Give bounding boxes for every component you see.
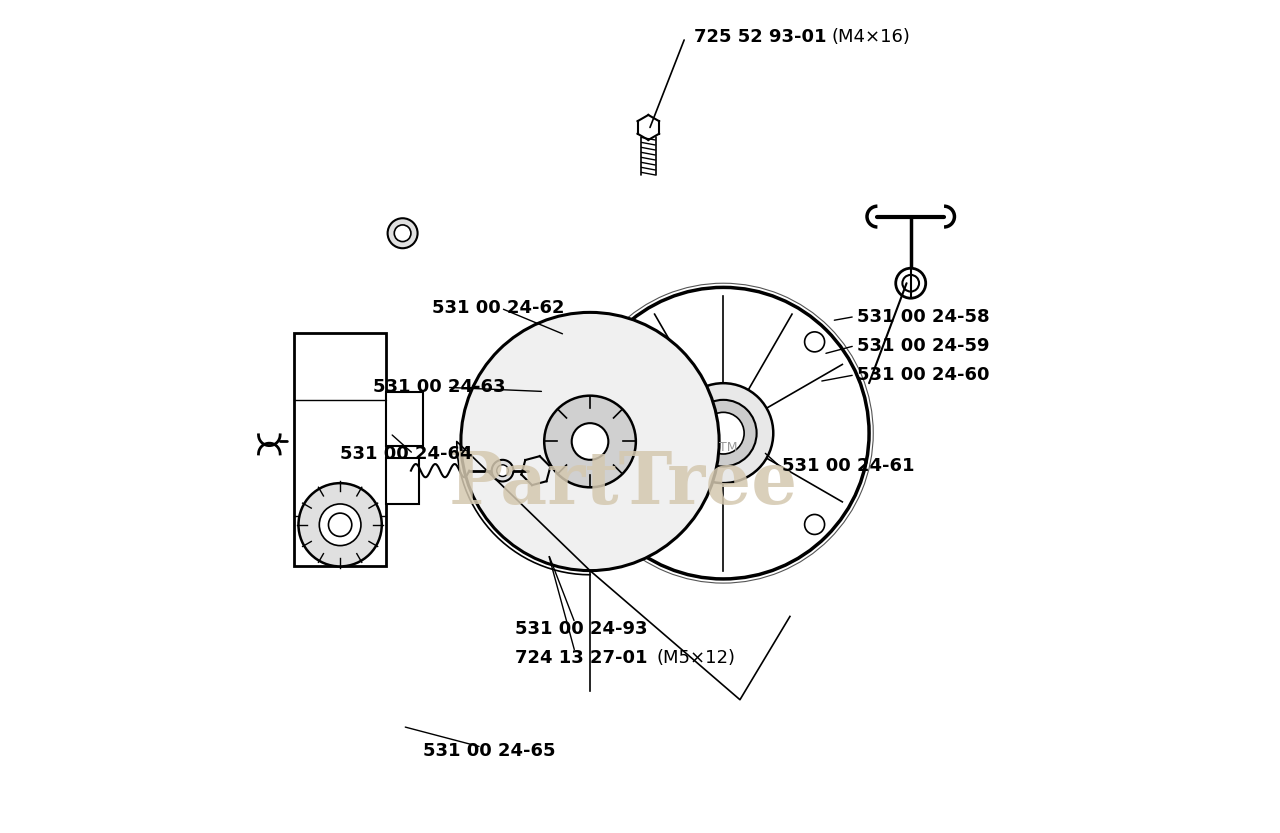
Circle shape [572, 423, 608, 460]
Circle shape [461, 312, 719, 571]
Circle shape [690, 400, 756, 466]
Text: 531 00 24-60: 531 00 24-60 [856, 366, 989, 384]
Text: TM: TM [719, 441, 737, 454]
Circle shape [902, 275, 919, 292]
Text: 725 52 93-01: 725 52 93-01 [694, 28, 827, 47]
Circle shape [805, 332, 824, 352]
FancyBboxPatch shape [294, 333, 387, 566]
Circle shape [703, 412, 744, 454]
Circle shape [622, 515, 643, 535]
Circle shape [329, 513, 352, 536]
Circle shape [622, 332, 643, 352]
Circle shape [673, 383, 773, 483]
Circle shape [577, 287, 869, 579]
Text: 531 00 24-64: 531 00 24-64 [340, 445, 472, 463]
Text: 531 00 24-59: 531 00 24-59 [856, 337, 989, 355]
Circle shape [497, 465, 508, 476]
Circle shape [492, 460, 513, 481]
Circle shape [805, 515, 824, 535]
FancyBboxPatch shape [387, 458, 420, 504]
Text: 531 00 24-63: 531 00 24-63 [374, 378, 506, 397]
Text: (M5×12): (M5×12) [657, 649, 736, 667]
Text: 531 00 24-61: 531 00 24-61 [782, 457, 914, 476]
Text: PartTree: PartTree [449, 447, 797, 519]
Text: 724 13 27-01: 724 13 27-01 [515, 649, 648, 667]
Circle shape [394, 225, 411, 242]
Circle shape [319, 504, 361, 546]
Circle shape [298, 483, 381, 566]
FancyBboxPatch shape [387, 392, 424, 446]
Text: 531 00 24-65: 531 00 24-65 [424, 742, 556, 761]
Circle shape [388, 218, 417, 248]
Text: 531 00 24-58: 531 00 24-58 [856, 307, 989, 326]
Circle shape [544, 396, 636, 487]
Text: 531 00 24-93: 531 00 24-93 [515, 620, 648, 638]
Text: 531 00 24-62: 531 00 24-62 [431, 299, 564, 317]
Text: (M4×16): (M4×16) [832, 28, 910, 47]
Circle shape [896, 268, 925, 298]
